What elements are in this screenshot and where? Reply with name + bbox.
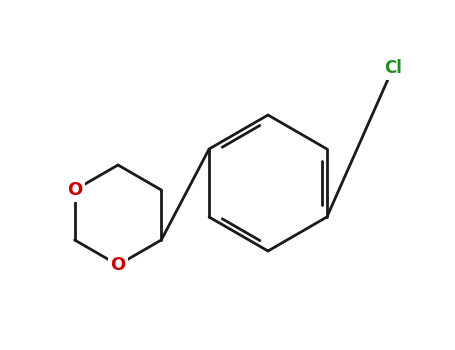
Text: O: O [67,181,82,199]
Text: O: O [111,256,126,274]
Text: Cl: Cl [384,59,402,77]
